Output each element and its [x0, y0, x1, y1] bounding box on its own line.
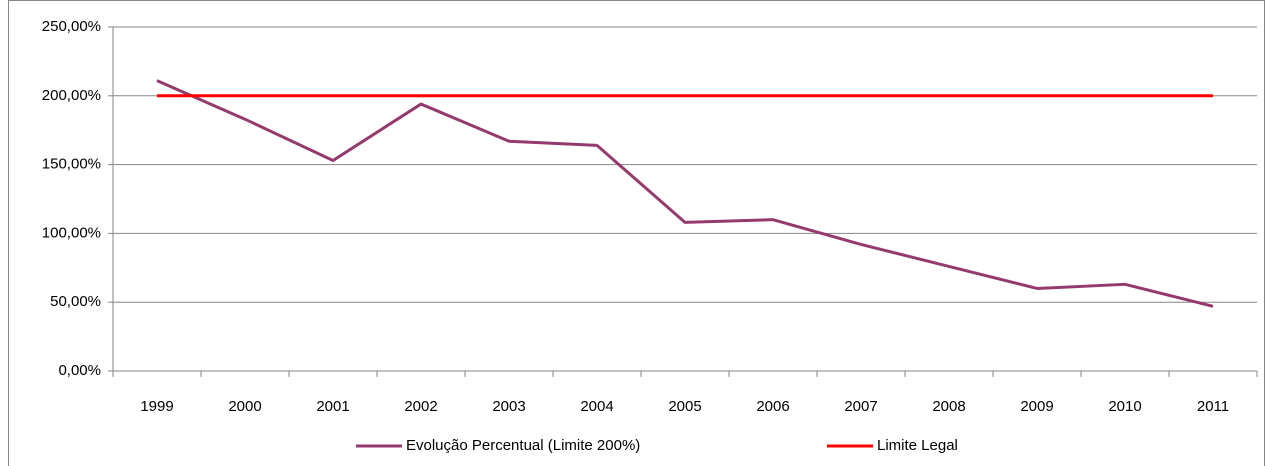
x-tick-label: 2008: [932, 398, 965, 415]
y-tick-label: 100,00%: [42, 224, 101, 241]
x-tick-label: 2004: [580, 398, 613, 415]
legend-label: Evolução Percentual (Limite 200%): [406, 437, 640, 454]
x-tick-label: 2002: [404, 398, 437, 415]
x-tick-label: 2010: [1108, 398, 1141, 415]
x-tick-label: 1999: [140, 398, 173, 415]
y-tick-label: 150,00%: [42, 156, 101, 173]
legend-label: Limite Legal: [877, 437, 958, 454]
x-tick-label: 2001: [316, 398, 349, 415]
x-tick-label: 2006: [756, 398, 789, 415]
x-tick-label: 2005: [668, 398, 701, 415]
y-tick-label: 250,00%: [42, 18, 101, 35]
x-tick-label: 2007: [844, 398, 877, 415]
y-tick-label: 50,00%: [50, 293, 101, 310]
series-line: [156, 79, 1214, 308]
x-tick-label: 2003: [492, 398, 525, 415]
y-tick-label: 200,00%: [42, 87, 101, 104]
x-tick-label: 2011: [1197, 398, 1229, 415]
x-tick-label: 2000: [228, 398, 261, 415]
x-tick-label: 2009: [1020, 398, 1053, 415]
y-tick-label: 0,00%: [58, 362, 101, 379]
